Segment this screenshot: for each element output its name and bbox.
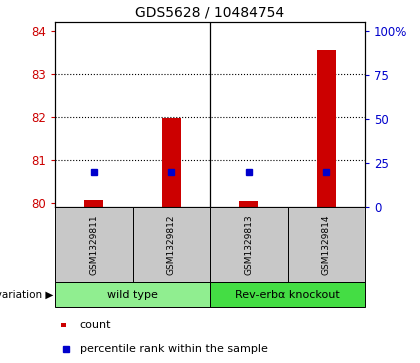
Text: Rev-erbα knockout: Rev-erbα knockout [235,290,340,299]
Bar [61,323,66,327]
Bar [239,201,258,207]
Text: wild type: wild type [107,290,158,299]
Bar [84,200,103,207]
Text: GDS5628 / 10484754: GDS5628 / 10484754 [135,5,285,19]
Text: genotype/variation ▶: genotype/variation ▶ [0,290,53,299]
Bar [132,207,210,282]
Bar [317,50,336,207]
Bar [210,207,288,282]
Text: GSM1329812: GSM1329812 [167,214,176,275]
Bar [55,282,210,307]
Bar [210,282,365,307]
Text: percentile rank within the sample: percentile rank within the sample [80,344,268,354]
Text: GSM1329811: GSM1329811 [89,214,98,275]
Text: count: count [80,320,111,330]
Bar [288,207,365,282]
Bar [162,118,181,207]
Bar [55,207,132,282]
Text: GSM1329814: GSM1329814 [322,214,331,275]
Text: GSM1329813: GSM1329813 [244,214,253,275]
